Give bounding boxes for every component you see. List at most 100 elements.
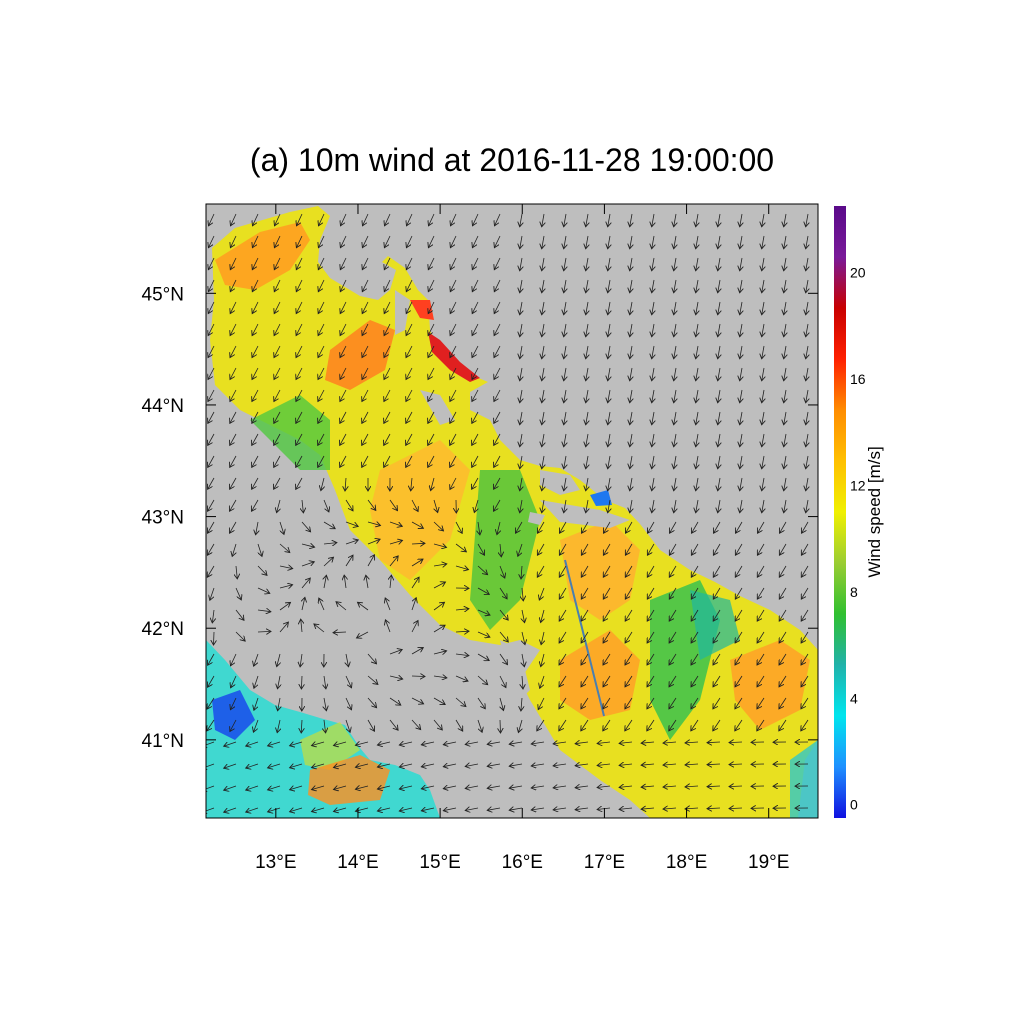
wind-arrow <box>735 587 743 599</box>
wind-arrow <box>608 411 610 425</box>
wind-arrow <box>604 521 611 533</box>
wind-arrow <box>355 742 369 745</box>
wind-arrow <box>553 808 567 810</box>
wind-arrow <box>340 345 347 358</box>
wind-arrow <box>433 676 447 678</box>
wind-arrow <box>542 455 544 469</box>
wind-arrow <box>582 521 589 533</box>
wind-arrow <box>428 323 435 336</box>
wind-arrow <box>718 345 720 359</box>
wind-arrow <box>713 719 721 731</box>
wind-arrow <box>779 653 787 665</box>
wind-arrow <box>647 653 655 665</box>
wind-arrow <box>559 565 567 577</box>
wind-arrow <box>630 411 632 425</box>
wind-arrow <box>608 345 610 359</box>
wind-arrow <box>450 235 457 248</box>
wind-arrow <box>735 719 743 731</box>
wind-arrow <box>553 786 567 788</box>
wind-arrow <box>279 622 288 633</box>
wind-arrow <box>652 279 654 293</box>
wind-arrow <box>801 565 809 577</box>
wind-arrow <box>252 323 259 336</box>
wind-arrow <box>296 235 303 248</box>
wind-arrow <box>630 279 632 293</box>
wind-arrow <box>252 257 259 270</box>
wind-arrow <box>641 786 655 787</box>
wind-arrow <box>542 345 544 359</box>
wind-arrow <box>257 587 270 593</box>
wind-arrow <box>411 719 421 730</box>
colorbar-tick-label: 4 <box>850 690 858 706</box>
wind-arrow <box>538 521 545 533</box>
wind-arrow <box>362 279 369 292</box>
wind-arrow <box>736 521 743 533</box>
wind-arrow <box>472 433 479 445</box>
wind-arrow <box>740 389 742 403</box>
wind-arrow <box>691 587 699 599</box>
wind-arrow <box>542 279 544 293</box>
wind-arrow <box>784 213 786 227</box>
wind-arrow <box>619 808 633 809</box>
wind-arrow <box>537 543 545 555</box>
wind-arrow <box>520 279 522 293</box>
wind-arrow <box>385 620 391 633</box>
wind-arrow <box>762 389 764 403</box>
wind-arrow <box>522 631 525 645</box>
wind-arrow <box>246 741 259 746</box>
wind-arrow <box>345 697 352 710</box>
wind-arrow <box>542 367 544 381</box>
wind-arrow <box>520 499 522 513</box>
wind-arrow <box>278 675 281 689</box>
wind-arrow <box>428 433 435 445</box>
wind-arrow <box>494 257 501 270</box>
wind-arrow <box>685 764 699 765</box>
wind-arrow <box>407 213 413 226</box>
wind-arrow <box>318 367 325 380</box>
wind-arrow <box>406 345 413 358</box>
wind-arrow <box>224 785 237 790</box>
wind-arrow <box>324 575 326 589</box>
lat-tick-label: 41°N <box>142 731 184 752</box>
wind-arrow <box>385 213 391 226</box>
wind-arrow <box>757 675 765 687</box>
wind-arrow <box>564 301 566 315</box>
wind-arrow <box>625 631 633 643</box>
wind-arrow <box>740 279 742 293</box>
lon-tick-label: 19°E <box>748 852 789 873</box>
wind-arrow <box>735 675 743 687</box>
wind-arrow <box>757 565 765 577</box>
lat-tick-label: 45°N <box>142 284 184 305</box>
wind-arrow <box>538 697 545 710</box>
wind-arrow <box>406 257 413 270</box>
wind-arrow <box>341 213 347 226</box>
wind-arrow <box>674 433 676 447</box>
wind-arrow <box>278 697 280 711</box>
wind-arrow <box>603 631 611 643</box>
wind-arrow <box>762 257 764 271</box>
wind-arrow <box>279 585 293 588</box>
wind-arrow <box>713 587 721 599</box>
wind-arrow <box>252 345 259 358</box>
wind-arrow <box>597 764 611 766</box>
wind-arrow <box>559 609 567 621</box>
wind-arrow <box>729 742 743 743</box>
wind-arrow <box>362 389 369 402</box>
wind-arrow <box>499 653 508 665</box>
wind-arrow <box>208 279 215 292</box>
lon-tick-label: 13°E <box>255 852 296 873</box>
wind-arrow <box>252 235 259 248</box>
wind-arrow <box>494 367 501 380</box>
wind-arrow <box>406 433 413 445</box>
wind-arrow <box>230 235 237 248</box>
wind-arrow <box>713 653 721 665</box>
wind-arrow <box>718 279 720 293</box>
wind-arrow <box>674 367 676 381</box>
wind-arrow <box>762 279 764 293</box>
wind-arrow <box>323 543 337 544</box>
wind-arrow <box>411 521 423 528</box>
wind-arrow <box>542 301 544 315</box>
wind-arrow <box>252 301 259 314</box>
wind-arrow <box>691 543 699 555</box>
wind-arrow <box>718 301 720 315</box>
